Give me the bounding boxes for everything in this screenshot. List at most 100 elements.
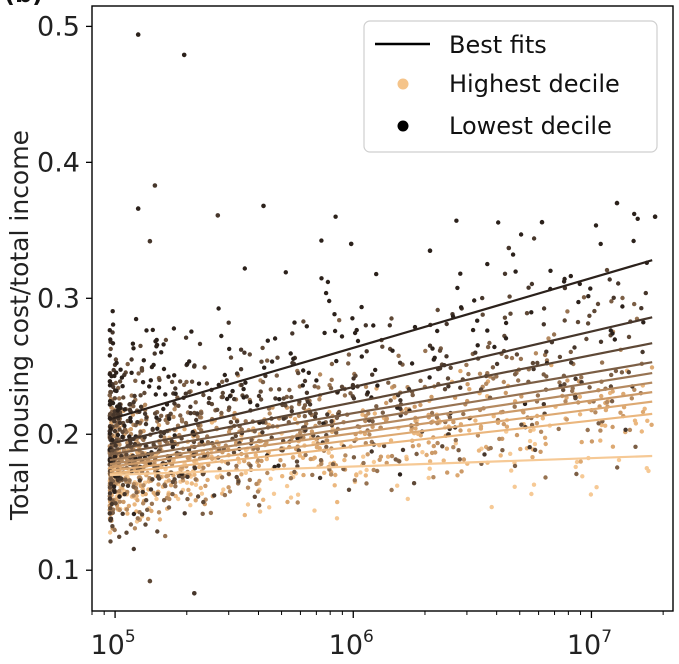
scatter-point bbox=[352, 478, 357, 483]
scatter-point bbox=[161, 342, 166, 347]
scatter-point bbox=[586, 294, 591, 299]
scatter-point bbox=[319, 238, 324, 243]
scatter-point bbox=[135, 498, 140, 503]
scatter-point bbox=[562, 382, 567, 387]
scatter-point bbox=[623, 427, 628, 432]
scatter-point bbox=[301, 472, 306, 478]
scatter-point bbox=[557, 380, 562, 385]
scatter-point bbox=[458, 385, 463, 390]
scatter-point bbox=[113, 501, 118, 506]
scatter-point bbox=[144, 328, 149, 333]
scatter-point bbox=[139, 367, 145, 372]
scatter-point bbox=[431, 475, 436, 480]
scatter-point bbox=[527, 438, 533, 444]
scatter-point bbox=[225, 461, 231, 466]
scatter-point bbox=[485, 328, 490, 333]
scatter-point bbox=[610, 424, 615, 430]
scatter-point bbox=[514, 432, 520, 438]
scatter-point bbox=[616, 457, 622, 463]
scatter-point bbox=[556, 426, 561, 432]
scatter-point bbox=[231, 450, 237, 455]
scatter-point bbox=[575, 319, 581, 325]
scatter-point bbox=[348, 391, 353, 396]
scatter-point bbox=[166, 374, 171, 379]
scatter-point bbox=[127, 478, 132, 483]
scatter-point bbox=[598, 241, 603, 247]
scatter-point bbox=[111, 412, 116, 418]
scatter-point bbox=[215, 407, 220, 412]
scatter-point bbox=[173, 493, 178, 499]
scatter-point bbox=[445, 376, 451, 381]
scatter-point bbox=[199, 491, 205, 496]
scatter-point bbox=[619, 370, 625, 375]
scatter-point bbox=[257, 509, 263, 514]
scatter-point bbox=[513, 269, 518, 274]
scatter-point bbox=[484, 381, 489, 386]
scatter-point bbox=[288, 495, 294, 500]
scatter-point bbox=[208, 510, 214, 516]
scatter-point bbox=[245, 502, 251, 507]
scatter-point bbox=[188, 411, 193, 416]
scatter-point bbox=[530, 360, 536, 366]
scatter-point bbox=[473, 418, 478, 423]
scatter-point bbox=[137, 478, 142, 483]
scatter-point bbox=[149, 501, 155, 506]
scatter-point bbox=[329, 419, 334, 424]
scatter-point bbox=[599, 393, 604, 399]
scatter-point bbox=[125, 483, 131, 488]
scatter-point bbox=[354, 472, 359, 477]
scatter-point bbox=[334, 516, 340, 521]
scatter-point bbox=[215, 475, 220, 480]
scatter-point bbox=[292, 320, 297, 325]
scatter-point bbox=[569, 360, 574, 365]
scatter-point bbox=[609, 372, 614, 378]
scatter-point bbox=[118, 476, 124, 481]
scatter-point bbox=[163, 337, 169, 343]
scatter-point bbox=[542, 435, 548, 440]
scatter-point bbox=[261, 497, 266, 502]
scatter-point bbox=[332, 312, 337, 317]
scatter-point bbox=[108, 477, 114, 482]
scatter-point bbox=[237, 460, 242, 465]
scatter-point bbox=[180, 475, 185, 480]
scatter-point bbox=[201, 465, 206, 470]
scatter-point bbox=[458, 428, 463, 433]
scatter-point bbox=[631, 238, 636, 244]
scatter-point bbox=[288, 476, 294, 481]
scatter-point bbox=[260, 345, 265, 351]
outlier-point bbox=[192, 591, 197, 596]
scatter-point bbox=[155, 491, 160, 496]
scatter-point bbox=[167, 496, 172, 502]
scatter-point bbox=[171, 414, 176, 420]
scatter-point bbox=[534, 421, 540, 426]
scatter-point bbox=[532, 447, 538, 453]
scatter-point bbox=[607, 277, 612, 282]
scatter-point bbox=[585, 321, 591, 326]
x-tick-label: 105 bbox=[90, 627, 135, 661]
scatter-point bbox=[292, 469, 297, 475]
scatter-point bbox=[441, 458, 446, 463]
scatter-point bbox=[459, 469, 464, 474]
scatter-point bbox=[418, 402, 423, 408]
scatter-point bbox=[524, 311, 530, 316]
scatter-point bbox=[138, 393, 143, 398]
scatter-point bbox=[107, 511, 113, 516]
scatter-point bbox=[576, 299, 581, 305]
scatter-point bbox=[107, 372, 113, 377]
scatter-point bbox=[557, 354, 563, 360]
scatter-point bbox=[610, 444, 616, 449]
scatter-point bbox=[502, 271, 508, 276]
scatter-point bbox=[424, 452, 429, 458]
scatter-point bbox=[107, 491, 113, 496]
outlier-point bbox=[614, 200, 620, 206]
scatter-point bbox=[277, 387, 282, 392]
scatter-point bbox=[108, 390, 114, 395]
scatter-point bbox=[111, 484, 117, 489]
scatter-point bbox=[430, 346, 435, 351]
scatter-point bbox=[546, 336, 551, 341]
scatter-point bbox=[178, 413, 183, 418]
scatter-point bbox=[121, 499, 126, 505]
scatter-point bbox=[292, 416, 298, 422]
scatter-point bbox=[265, 338, 270, 343]
scatter-point bbox=[291, 356, 296, 361]
